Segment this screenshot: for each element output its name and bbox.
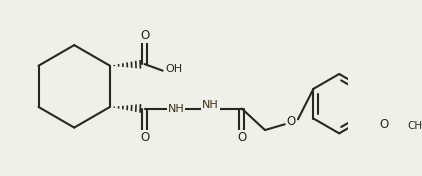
Text: O: O: [140, 131, 149, 144]
Text: O: O: [379, 118, 389, 131]
Text: O: O: [287, 115, 296, 128]
Text: O: O: [237, 131, 246, 144]
Text: OH: OH: [166, 64, 183, 74]
Text: NH: NH: [168, 104, 184, 114]
Text: O: O: [140, 29, 149, 42]
Text: CH₃: CH₃: [408, 121, 422, 131]
Text: NH: NH: [202, 100, 219, 110]
